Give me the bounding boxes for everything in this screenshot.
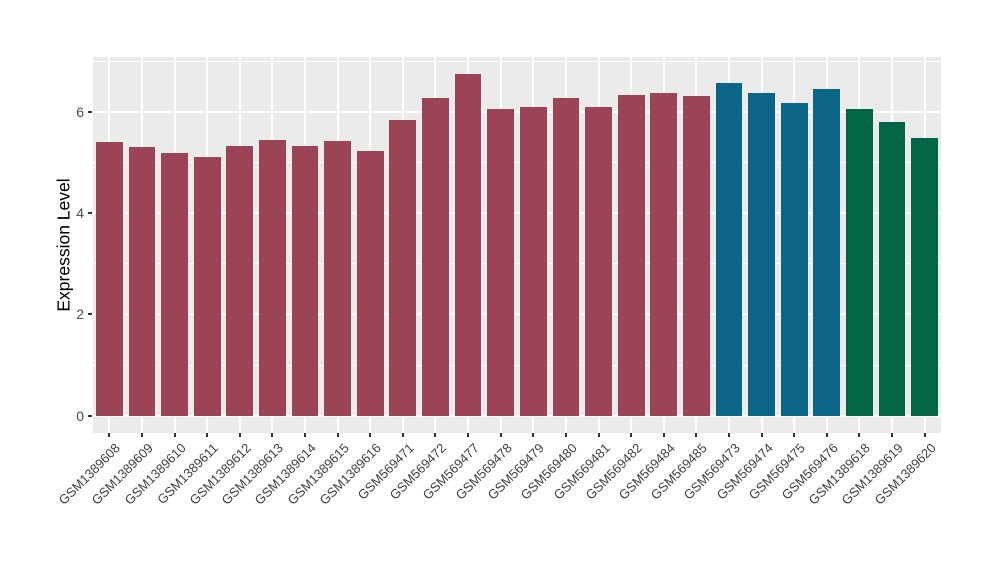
x-tick-mark — [304, 433, 306, 437]
bar-GSM569480 — [552, 97, 580, 416]
bar-GSM569474 — [748, 92, 775, 416]
bar-GSM1389619 — [878, 121, 906, 416]
x-tick-mark — [728, 433, 730, 437]
y-tick-label: 2 — [76, 306, 84, 323]
y-tick-mark — [88, 212, 92, 215]
bar-GSM569479 — [519, 106, 547, 416]
bar-GSM569473 — [715, 82, 743, 416]
bar-GSM569472 — [422, 97, 449, 416]
bar-GSM1389612 — [226, 146, 254, 416]
bar-GSM569484 — [650, 93, 678, 416]
major-gridline — [93, 414, 941, 417]
x-tick-mark — [532, 433, 535, 437]
minor-gridline — [93, 60, 941, 62]
bar-GSM569478 — [487, 108, 515, 416]
x-tick-mark — [401, 433, 404, 437]
x-tick-mark — [238, 433, 241, 437]
major-gridline — [93, 110, 941, 113]
bar-GSM569475 — [780, 103, 808, 416]
x-tick-mark — [891, 433, 894, 437]
bar-GSM569485 — [683, 95, 710, 416]
y-tick-label: 0 — [76, 407, 84, 424]
bar-GSM569476 — [813, 89, 841, 416]
bar-GSM1389614 — [291, 145, 319, 416]
bar-GSM1389608 — [95, 142, 123, 416]
bar-GSM1389616 — [356, 150, 384, 416]
bar-GSM569471 — [389, 120, 417, 416]
x-tick-mark — [206, 433, 209, 437]
y-tick-label: 4 — [76, 205, 84, 222]
bar-GSM569477 — [454, 74, 482, 416]
y-tick-label: 6 — [76, 103, 84, 120]
x-tick-mark — [630, 433, 633, 437]
x-tick-mark — [858, 433, 861, 437]
x-tick-mark — [597, 433, 600, 437]
y-tick-mark — [88, 414, 92, 417]
major-gridline — [93, 212, 941, 215]
bar-GSM569481 — [585, 106, 612, 416]
x-tick-mark — [760, 433, 763, 437]
bar-GSM1389613 — [259, 139, 286, 416]
x-tick-mark — [564, 433, 567, 437]
y-tick-mark — [88, 110, 92, 113]
x-tick-mark — [467, 433, 470, 437]
x-tick-mark — [434, 433, 437, 437]
bar-GSM569482 — [617, 95, 645, 416]
x-tick-mark — [662, 433, 665, 437]
x-tick-mark — [793, 433, 796, 437]
x-tick-mark — [369, 433, 372, 437]
x-tick-mark — [695, 433, 698, 437]
bar-GSM1389620 — [911, 137, 939, 416]
bar-GSM1389610 — [161, 153, 188, 416]
bar-GSM1389611 — [193, 157, 221, 416]
x-tick-mark — [140, 433, 143, 437]
x-tick-mark — [923, 433, 926, 437]
x-tick-mark — [336, 433, 339, 437]
x-tick-mark — [173, 433, 176, 437]
plot-panel — [93, 57, 941, 433]
x-tick-mark — [108, 433, 111, 437]
x-tick-mark — [271, 433, 274, 437]
x-tick-mark — [825, 433, 828, 437]
y-axis-title: Expression Level — [53, 178, 74, 312]
x-tick-mark — [499, 433, 502, 437]
bar-GSM1389618 — [846, 108, 873, 416]
minor-gridline — [93, 364, 941, 366]
minor-gridline — [93, 161, 941, 163]
bar-GSM1389609 — [128, 147, 156, 416]
y-tick-mark — [88, 313, 92, 316]
major-gridline — [93, 313, 941, 316]
minor-gridline — [93, 263, 941, 265]
bar-GSM1389615 — [324, 141, 351, 416]
